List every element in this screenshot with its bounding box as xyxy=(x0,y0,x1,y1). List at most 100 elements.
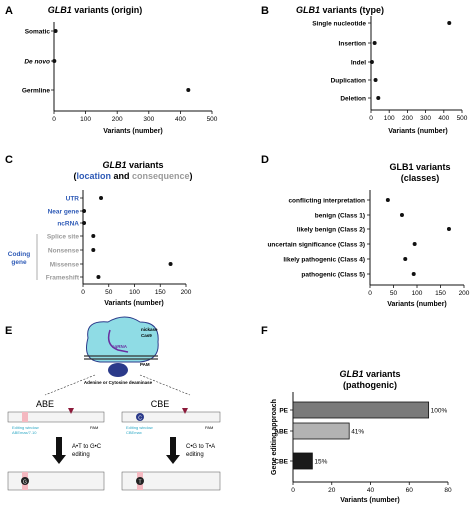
chart-a-category-label: Germline xyxy=(22,87,51,94)
chart-f-bar xyxy=(292,401,430,419)
chart-c-x-tick-label: 200 xyxy=(181,289,192,296)
chart-f-data-label: 15% xyxy=(314,459,327,466)
chart-a-x-tick-label: 400 xyxy=(175,116,186,123)
chart-f-x-tick-label: 0 xyxy=(291,487,295,494)
chart-a-x-label: Variants (number) xyxy=(103,128,163,135)
abe-down-arrow xyxy=(52,437,66,464)
chart-f-x-tick-label: 60 xyxy=(406,487,414,494)
chart-b-point xyxy=(376,96,381,100)
chart-f-title-line1: GLB1 variants xyxy=(339,369,400,379)
chart-d-category-label: benign (Class 1) xyxy=(315,212,365,219)
cbe-edit-line2: editing xyxy=(186,452,204,458)
chart-c-category-label: Splice site xyxy=(47,233,80,240)
panel-e: E nickase Cas9 sgRNA PAM Adenine or Cyto… xyxy=(5,316,221,491)
chart-a-point xyxy=(52,59,57,63)
abe-edit-line2: editing xyxy=(72,452,90,458)
chart-c-x-tick-label: 0 xyxy=(81,289,85,296)
chart-a-category-label: Somatic xyxy=(25,28,51,35)
chart-c-category-label: UTR xyxy=(66,195,80,202)
chart-d-x-label: Variants (number) xyxy=(387,301,447,308)
chart-c-x-tick-label: 100 xyxy=(129,289,140,296)
chart-d-category-label: likely pathogenic (Class 4) xyxy=(283,256,365,263)
chart-c-category-label: Frameshift xyxy=(46,274,80,281)
sgrna-label: sgRNA xyxy=(112,344,128,349)
chart-b-category-label: Indel xyxy=(351,59,366,66)
chart-d-title-line2: (classes) xyxy=(401,173,440,183)
panel-letter-d: D xyxy=(261,154,269,166)
chart-c-category-label: Missense xyxy=(50,261,80,268)
chart-d-point xyxy=(411,272,416,276)
coding-gene-label-2: gene xyxy=(11,259,27,266)
cbe-pam-label: PAM xyxy=(205,425,213,430)
chart-d-point xyxy=(412,242,417,246)
chart-c-title-line2: (location and consequence) xyxy=(73,171,192,181)
chart-f-title-line2: (pathogenic) xyxy=(343,380,397,390)
chart-b-point xyxy=(373,78,378,82)
sgrna-strand xyxy=(107,329,129,353)
chart-c-point xyxy=(99,196,104,200)
chart-f-y-label: Gene editing approach xyxy=(271,399,278,475)
chart-b-category-label: Deletion xyxy=(340,95,366,102)
cbe-dna-top xyxy=(121,411,221,423)
cas9-label: Cas9 xyxy=(141,333,152,338)
dash-right xyxy=(139,374,191,396)
chart-d-x-tick-label: 150 xyxy=(435,290,446,297)
chart-d-category-label: likely benign (Class 2) xyxy=(297,226,365,233)
cbe-dna-bottom xyxy=(121,471,221,491)
chart-b-point xyxy=(372,41,377,45)
chart-d-point xyxy=(385,198,390,202)
abe-window-label: Editing window xyxy=(12,425,39,430)
chart-a-point xyxy=(53,29,58,33)
panel-f: F GLB1 variants (pathogenic) Gene editin… xyxy=(261,325,452,504)
panel-letter-a: A xyxy=(5,5,13,17)
chart-f-x-label: Variants (number) xyxy=(340,497,400,504)
chart-f-bar xyxy=(292,452,313,470)
chart-c-category-label: Nonsense xyxy=(48,247,79,254)
chart-b-x-tick-label: 100 xyxy=(384,115,395,122)
panel-letter-b: B xyxy=(261,5,269,17)
cbe-nick-marker xyxy=(182,408,188,414)
cas9-protein-shape xyxy=(86,316,159,363)
abe-edit-line1: A•T to G•C xyxy=(72,444,102,450)
chart-c-category-label: ncRNA xyxy=(57,220,79,227)
chart-b-x-tick-label: 0 xyxy=(369,115,373,122)
panel-letter-c: C xyxy=(5,154,13,166)
panel-letter-e: E xyxy=(5,325,12,337)
chart-c-x-label: Variants (number) xyxy=(104,300,164,307)
chart-b-x-tick-label: 200 xyxy=(402,115,413,122)
abe-base-letter: G xyxy=(23,480,27,486)
chart-b-point xyxy=(369,60,374,64)
chart-a-x-tick-label: 0 xyxy=(52,116,56,123)
cbe-diagram: CBE C Editing window CBEmax PAM T C•G to… xyxy=(121,399,221,491)
cbe-target-circle xyxy=(136,413,144,421)
abe-diagram: ABE Editing window ABEmax/7.10 PAM G A•T… xyxy=(7,399,105,491)
panel-d: D GLB1 variants (classes) conflicting in… xyxy=(261,154,470,308)
chart-c-title-line1: GLB1 variants xyxy=(102,160,163,170)
abe-base-circle xyxy=(21,477,29,485)
chart-b-x-tick-label: 300 xyxy=(420,115,431,122)
chart-b-title: GLB1 variants (type) xyxy=(296,5,384,15)
chart-c-x-tick-label: 150 xyxy=(155,289,166,296)
cbe-target-letter: C xyxy=(138,416,142,422)
chart-c-point xyxy=(96,275,101,279)
chart-f-category-label: PE xyxy=(279,407,288,414)
abe-dna-top xyxy=(7,411,105,423)
chart-d-x-tick-label: 100 xyxy=(412,290,423,297)
chart-f-data-label: 100% xyxy=(431,408,448,415)
abe-edit-highlight xyxy=(22,412,28,422)
chart-a-point xyxy=(186,88,191,92)
chart-f-bar xyxy=(292,422,350,440)
panel-b: B GLB1 variants (type) Single nucleotide… xyxy=(261,5,468,135)
chart-b-category-label: Duplication xyxy=(331,77,366,84)
deaminase-shape xyxy=(108,363,128,377)
abe-pam-label: PAM xyxy=(90,425,98,430)
chart-d-point xyxy=(403,257,408,261)
chart-c-point xyxy=(82,209,87,213)
chart-c-point xyxy=(82,221,87,225)
chart-d-point xyxy=(399,213,404,217)
chart-d-x-tick-label: 200 xyxy=(459,290,470,297)
chart-b-x-tick-label: 500 xyxy=(457,115,468,122)
cbe-title: CBE xyxy=(151,399,170,409)
chart-a-title: GLB1 variants (origin) xyxy=(48,5,143,15)
chart-d-x-tick-label: 50 xyxy=(390,290,398,297)
